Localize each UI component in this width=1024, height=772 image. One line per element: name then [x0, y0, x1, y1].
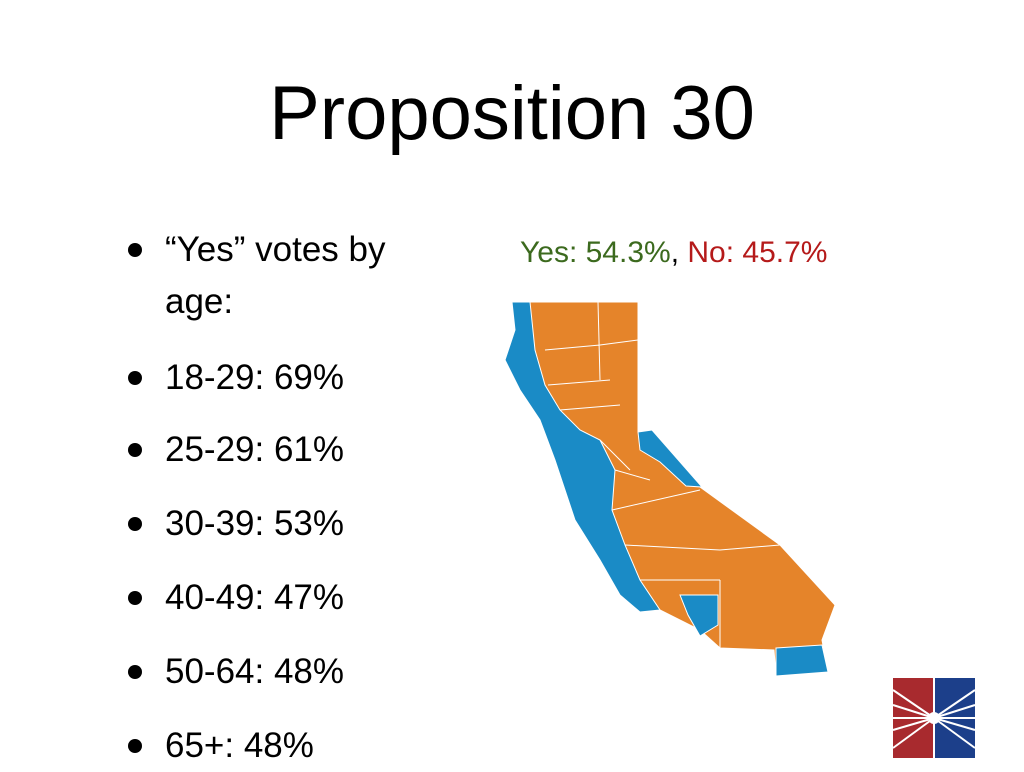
separator: , [670, 236, 680, 269]
bullet-item: 50-64: 48% [128, 646, 455, 698]
bullet-item: 25-29: 61% [128, 424, 455, 476]
bullet-item: “Yes” votes by age: [128, 224, 455, 328]
bullet-item: 30-39: 53% [128, 498, 455, 550]
slide-title: Proposition 30 [269, 71, 755, 156]
map-caption: Yes: 54.3%, No: 45.7% [520, 236, 827, 270]
bullet-item: 18-29: 69% [128, 352, 455, 404]
no-region [637, 429, 704, 488]
california-map [504, 301, 836, 677]
logo [892, 678, 976, 758]
bullet-item: 40-49: 47% [128, 572, 455, 624]
no-share: No: 45.7% [687, 236, 828, 269]
no-region [679, 594, 719, 637]
bullet-item: 65+: 48% [128, 720, 455, 772]
no-region [504, 301, 661, 613]
yes-share: Yes: 54.3% [520, 236, 671, 269]
county-lines [544, 301, 781, 648]
yes-region [504, 301, 836, 677]
no-region [775, 644, 829, 677]
